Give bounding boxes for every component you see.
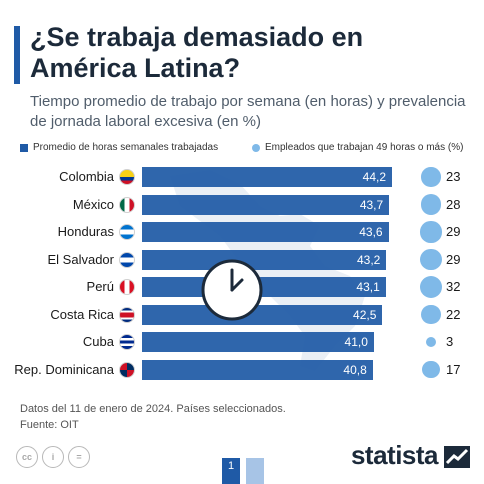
- honduras-flag-icon: [119, 224, 135, 240]
- bubble-value-label: 29: [446, 224, 461, 239]
- legend-item-bubbles: Empleados que trabajan 49 horas o más (%…: [252, 142, 463, 153]
- creative-commons-icon[interactable]: cc: [16, 446, 38, 468]
- category-label: Rep. Dominicana: [14, 361, 114, 377]
- bar-value-label: 42,5: [353, 307, 377, 322]
- bubble: [420, 221, 442, 243]
- bubble-value-label: 29: [446, 251, 461, 267]
- chart-row: El Salvador 43,2 29: [0, 248, 484, 271]
- attribution-icon[interactable]: i: [42, 446, 64, 468]
- title-accent-bar: [14, 26, 20, 84]
- bubble: [421, 304, 441, 325]
- bar: [142, 222, 389, 242]
- statista-logo[interactable]: statista: [350, 440, 439, 470]
- clock-icon: [201, 259, 263, 321]
- legend-circle-icon: [252, 143, 260, 152]
- chart-row: Honduras 43,6 29: [0, 221, 484, 243]
- statista-mark-icon: [444, 446, 470, 468]
- bar: [142, 332, 374, 352]
- chart-legend: Promedio de horas semanales trabajadas E…: [20, 142, 480, 156]
- bar: [142, 249, 387, 270]
- pagination: 1: [222, 458, 272, 484]
- bar: [142, 194, 390, 215]
- bubble-value-label: 17: [446, 361, 461, 377]
- chart-row: Colombia 44,2 23: [0, 166, 484, 188]
- category-label: México: [72, 196, 114, 212]
- legend-bars-label: Promedio de horas semanales trabajadas: [33, 142, 219, 153]
- bar-value-label: 40,8: [343, 362, 367, 377]
- license-icons: cc i =: [16, 446, 90, 468]
- page-1-button[interactable]: 1: [222, 458, 240, 484]
- category-label: El Salvador: [47, 251, 114, 267]
- mexico-flag-icon: [119, 196, 135, 213]
- bar: [142, 167, 392, 187]
- bubble: [421, 167, 441, 187]
- bubble-value-label: 32: [446, 279, 461, 294]
- colombia-flag-icon: [119, 169, 135, 185]
- legend-square-icon: [20, 143, 28, 152]
- chart-row: México 43,7 28: [0, 194, 484, 216]
- page-subtitle: Tiempo promedio de trabajo por semana (e…: [30, 93, 466, 130]
- bar: [142, 304, 383, 325]
- bar-value-label: 41,0: [344, 335, 368, 349]
- bubble-value-label: 3: [446, 334, 454, 349]
- costa-rica-flag-icon: [119, 306, 135, 323]
- bubble-value-label: 23: [446, 169, 461, 184]
- bar-value-label: 43,6: [359, 225, 383, 239]
- bar-value-label: 44,2: [362, 170, 386, 184]
- bar-value-label: 43,7: [359, 197, 384, 212]
- bubble: [420, 248, 442, 271]
- bar-value-label: 43,2: [356, 252, 381, 267]
- legend-item-bars: Promedio de horas semanales trabajadas: [20, 142, 218, 153]
- no-derivatives-icon[interactable]: =: [68, 446, 90, 468]
- category-label: Colombia: [59, 169, 114, 184]
- bubble: [420, 194, 442, 215]
- bar: [142, 359, 373, 380]
- category-label: Costa Rica: [50, 306, 114, 322]
- page-title: ¿Se trabaja demasiado en América Latina?: [30, 22, 364, 83]
- bubble: [420, 276, 442, 298]
- legend-bubbles-label: Empleados que trabajan 49 horas o más (%…: [265, 142, 464, 153]
- peru-flag-icon: [119, 279, 135, 295]
- page-2-button[interactable]: [246, 458, 264, 484]
- chart-row: Costa Rica 42,5 22: [0, 304, 484, 326]
- bar-chart: Colombia 44,2 23 México 43,7 28 Honduras 43,6 29…: [0, 160, 484, 390]
- chart-row: Cuba 41,0 3: [0, 331, 484, 353]
- bubble: [422, 360, 440, 379]
- category-label: Perú: [86, 279, 114, 294]
- cuba-flag-icon: [119, 334, 135, 350]
- dominican-republic-flag-icon: [119, 361, 135, 378]
- el-salvador-flag-icon: [119, 251, 135, 268]
- bubble-value-label: 28: [446, 196, 461, 212]
- footer-source: Fuente: OIT: [20, 419, 79, 431]
- chart-row: Rep. Dominicana 40,8 17: [0, 359, 484, 381]
- bar-value-label: 43,1: [356, 280, 380, 294]
- category-label: Cuba: [82, 334, 114, 349]
- bubble-value-label: 22: [446, 306, 461, 322]
- bubble: [425, 336, 437, 348]
- category-label: Honduras: [57, 224, 114, 239]
- footer-note: Datos del 11 de enero de 2024. Países se…: [20, 403, 286, 415]
